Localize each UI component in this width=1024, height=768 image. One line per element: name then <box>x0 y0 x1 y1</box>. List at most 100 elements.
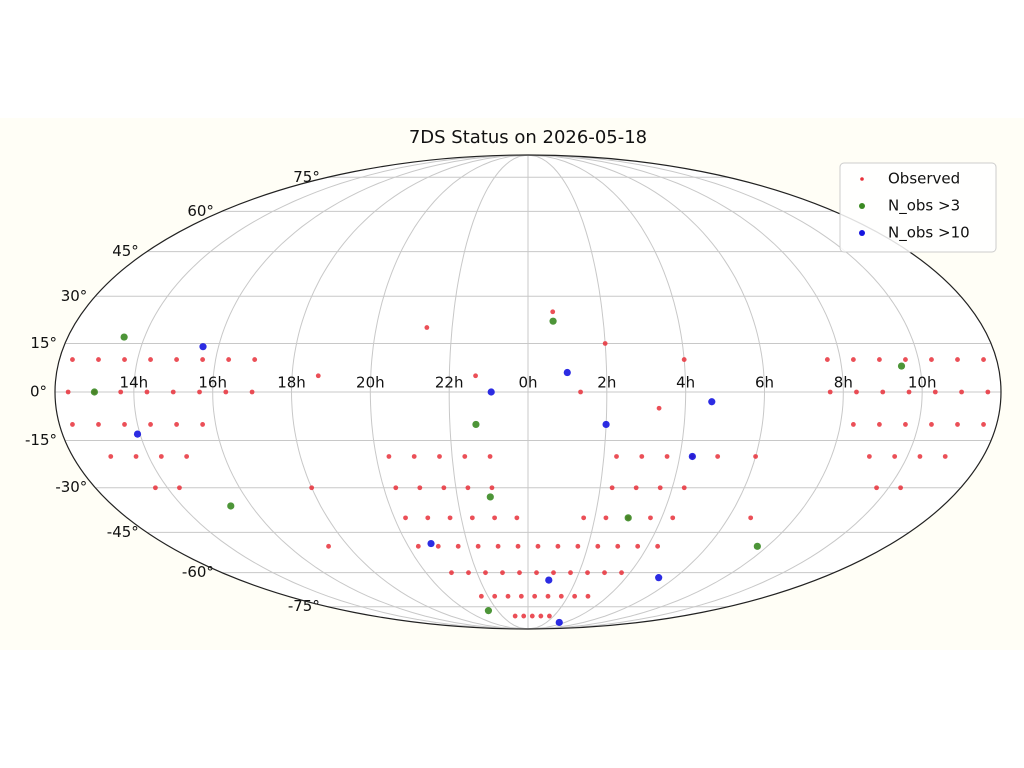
data-point <box>538 613 544 619</box>
data-point <box>624 514 632 522</box>
y-tick-label: 60° <box>187 202 214 220</box>
data-point <box>90 388 99 396</box>
data-point <box>403 515 408 521</box>
data-point <box>688 452 696 461</box>
data-point <box>515 543 521 549</box>
data-point <box>955 357 960 362</box>
data-point <box>386 454 392 459</box>
data-point <box>585 570 590 576</box>
data-point <box>547 613 552 619</box>
data-point <box>880 389 886 395</box>
data-point <box>959 389 964 395</box>
data-point <box>411 454 417 459</box>
data-point <box>226 357 232 362</box>
y-tick-label: 45° <box>112 242 139 260</box>
data-point <box>326 543 331 549</box>
data-point <box>655 574 663 582</box>
data-point <box>602 420 610 429</box>
y-tick-label: 15° <box>30 334 57 352</box>
grid-line <box>369 154 529 630</box>
y-tick-label: 0° <box>30 383 47 401</box>
data-point <box>133 430 142 438</box>
data-point <box>483 570 488 576</box>
data-point <box>120 333 128 341</box>
legend-label: N_obs >3 <box>888 197 960 216</box>
data-point <box>639 454 645 459</box>
data-point <box>827 389 833 395</box>
data-point <box>824 357 830 362</box>
data-point <box>96 357 101 362</box>
data-point <box>648 515 653 521</box>
data-point <box>70 357 75 362</box>
x-tick-label: 8h <box>834 374 853 392</box>
plot-area: -75°-60°-45°-30°-15°0°15°30°45°60°75°14h… <box>25 154 1002 630</box>
data-point <box>174 422 179 427</box>
data-point <box>465 485 471 491</box>
data-point <box>670 515 676 521</box>
data-point <box>529 613 535 619</box>
data-point <box>487 454 493 459</box>
data-point <box>514 515 520 521</box>
data-point <box>184 454 190 459</box>
y-tick-label: -75° <box>288 597 320 615</box>
data-point <box>656 405 662 411</box>
data-point <box>942 454 948 459</box>
grid-line <box>448 154 529 630</box>
x-tick-label: 20h <box>356 374 385 392</box>
legend-marker <box>860 177 864 181</box>
data-point <box>892 454 898 459</box>
data-point <box>518 593 524 599</box>
data-point <box>877 357 882 362</box>
data-point <box>681 485 687 491</box>
data-point <box>455 543 461 549</box>
data-point <box>929 357 934 362</box>
data-point <box>664 454 670 459</box>
data-point <box>174 357 179 362</box>
data-point <box>249 389 255 395</box>
data-point <box>309 485 315 491</box>
data-point <box>472 420 480 429</box>
data-point <box>148 357 153 362</box>
data-point <box>393 485 399 491</box>
grid-line <box>527 154 687 630</box>
data-point <box>615 543 621 549</box>
legend-marker <box>859 230 865 236</box>
data-point <box>609 485 615 491</box>
x-tick-label: 0h <box>518 374 537 392</box>
chart-title: 7DS Status on 2026-05-18 <box>409 127 647 148</box>
data-point <box>487 388 495 396</box>
data-point <box>441 485 447 491</box>
data-point <box>551 570 556 576</box>
data-point <box>449 570 454 576</box>
grid-line <box>290 154 529 630</box>
data-point <box>619 570 624 576</box>
data-point <box>96 422 101 427</box>
data-point <box>521 613 527 619</box>
data-point <box>602 570 607 576</box>
data-point <box>602 341 608 346</box>
grid-line <box>133 154 529 630</box>
data-point <box>122 357 127 362</box>
x-tick-label: 6h <box>755 374 774 392</box>
legend-label: Observed <box>888 170 960 188</box>
data-point <box>555 618 563 627</box>
data-point <box>532 593 538 599</box>
data-point <box>469 515 475 521</box>
data-point <box>435 543 441 549</box>
data-point <box>200 422 206 427</box>
data-point <box>932 389 938 395</box>
x-tick-label: 2h <box>597 374 616 392</box>
data-point <box>635 543 641 549</box>
data-point <box>903 422 908 427</box>
x-tick-label: 4h <box>676 374 695 392</box>
data-point <box>903 357 908 362</box>
data-point <box>170 389 176 395</box>
data-point <box>981 357 986 362</box>
data-point <box>575 543 581 549</box>
x-tick-label: 22h <box>435 374 464 392</box>
data-point <box>545 593 551 599</box>
data-point <box>417 485 423 491</box>
data-point <box>568 570 573 576</box>
data-point <box>850 357 856 362</box>
y-tick-label: -60° <box>182 563 214 581</box>
